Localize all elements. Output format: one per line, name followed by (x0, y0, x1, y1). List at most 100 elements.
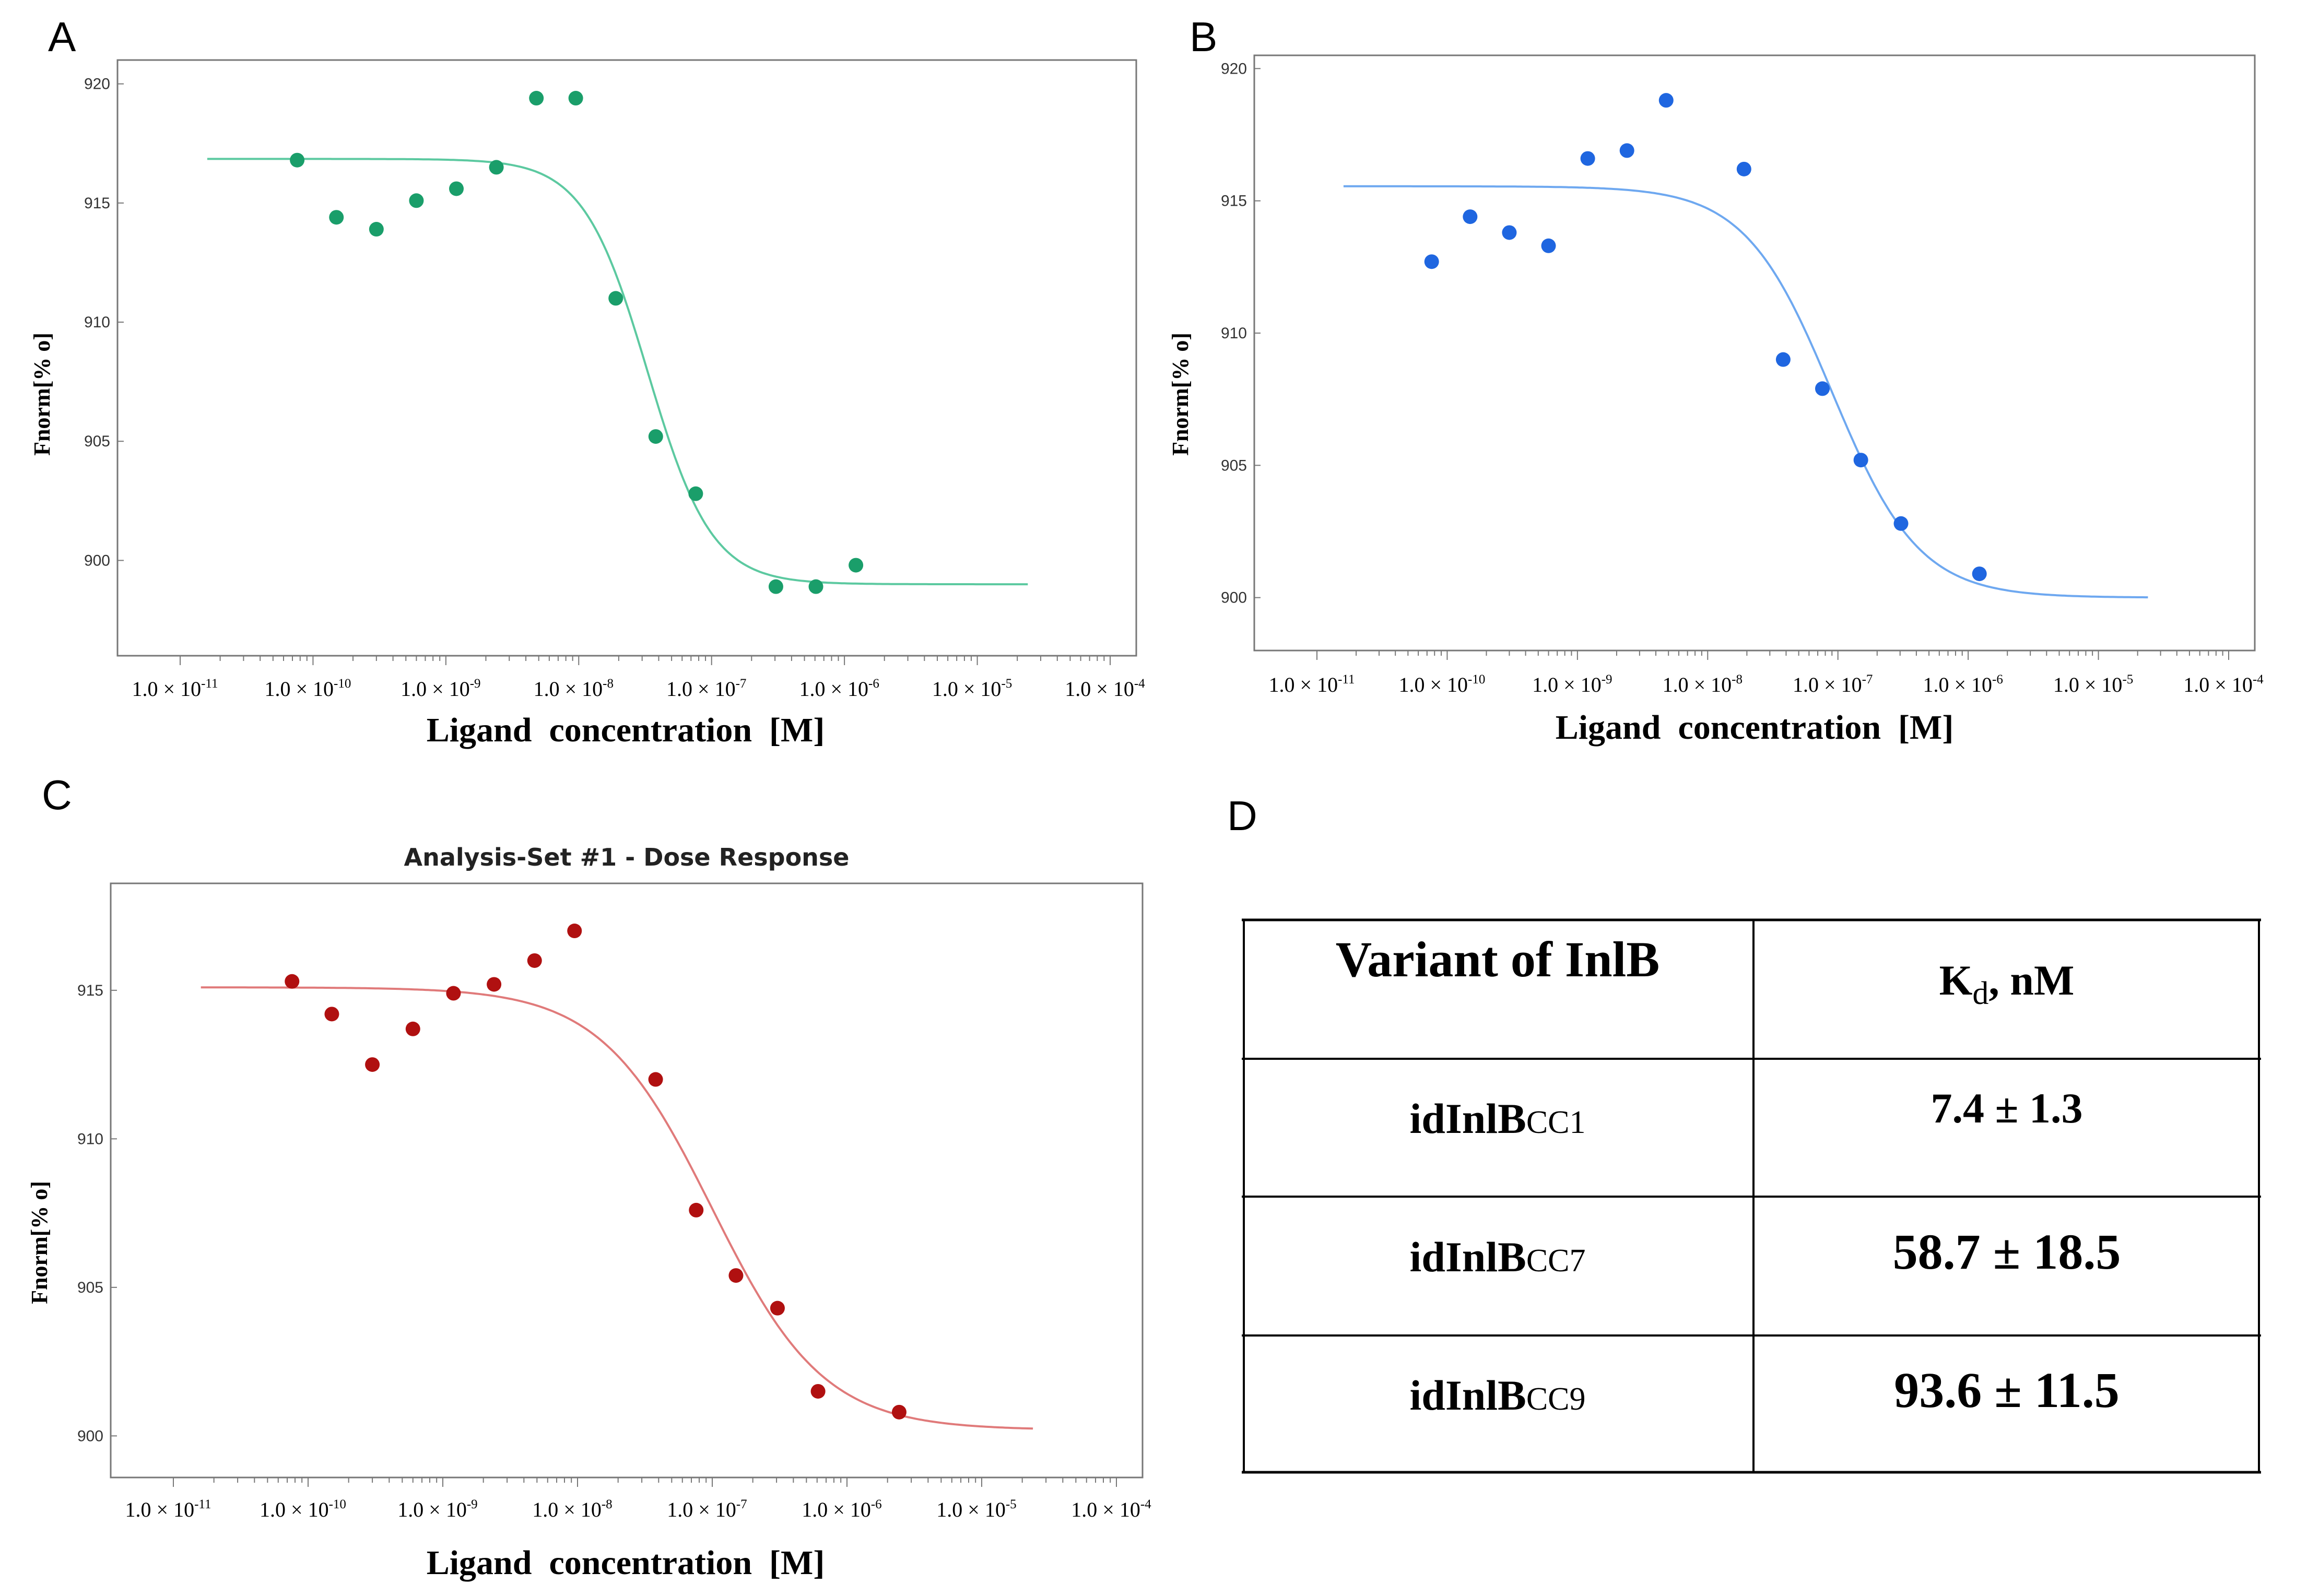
data-point (648, 429, 663, 444)
data-point (1893, 516, 1909, 531)
panel-letter-b: B (1190, 14, 1217, 60)
variant-subscript: CC7 (1526, 1243, 1586, 1279)
data-point (446, 986, 461, 1001)
data-point (489, 160, 504, 175)
x-tick-label: 1.0 × 10-5 (2053, 672, 2133, 696)
chart-panel-c: Analysis-Set #1 - Dose Response 900 905 910… (27, 843, 1151, 1582)
x-tick-label: 1.0 × 10-4 (1065, 677, 1145, 701)
data-point (567, 924, 582, 939)
x-axis-label: Ligand concentration [M] (1556, 708, 1954, 747)
y-axis-label: Fnorm[% o] (29, 333, 55, 456)
x-tick-label: 1.0 × 10-8 (534, 677, 614, 701)
kd-table: Variant of InlB Kd, nM idInlBCC1 7.4 ± 1… (1242, 918, 2261, 1474)
x-tick-label: 1.0 × 10-7 (1793, 672, 1873, 696)
table-row-1-variant: idInlBCC1 (1409, 1095, 1585, 1142)
x-tick-label: 1.0 × 10-10 (1398, 672, 1485, 696)
x-tick-label: 1.0 × 10-5 (932, 677, 1012, 701)
table-row-3-variant: idInlBCC9 (1409, 1372, 1585, 1419)
y-tick-label: 900 (77, 1427, 103, 1445)
x-tick-label: 1.0 × 10-8 (532, 1497, 612, 1521)
x-tick-label: 1.0 × 10-11 (132, 677, 218, 701)
data-point (728, 1268, 744, 1283)
data-point (1972, 566, 1987, 582)
data-point (1424, 254, 1439, 269)
plot-frame (1253, 54, 2256, 652)
chart-panel-b: 900 905 910 915 920 1.0 × 10-11 1.0 × 10-10 1.0… (1168, 54, 2264, 747)
data-point (1541, 238, 1556, 253)
x-tick-label: 1.0 × 10-8 (1663, 672, 1743, 696)
table-row-2-variant: idInlBCC7 (1409, 1233, 1585, 1281)
data-point (405, 1021, 420, 1036)
x-tick-label: 1.0 × 10-11 (1269, 672, 1355, 696)
y-tick-label: 915 (84, 195, 110, 212)
data-point (409, 193, 424, 208)
y-axis-label: Fnorm[% o] (1168, 333, 1193, 456)
y-tick-label: 920 (1221, 60, 1247, 77)
column-header-variant: Variant of InlB (1336, 931, 1660, 987)
fit-curve (1343, 185, 2148, 599)
kd-header-base: K (1939, 956, 1973, 1004)
x-tick-label: 1.0 × 10-9 (401, 677, 480, 701)
data-point (365, 1057, 380, 1072)
variant-name: idInlB (1409, 1372, 1526, 1419)
x-axis-label: Ligand concentration [M] (427, 711, 825, 749)
variant-subscript: CC1 (1526, 1105, 1586, 1140)
x-tick-label: 1.0 × 10-9 (1532, 672, 1612, 696)
y-tick-label: 915 (77, 982, 103, 999)
y-tick-label: 910 (84, 314, 110, 331)
y-tick-label: 900 (84, 552, 110, 569)
table-row-3-kd: 93.6 ± 11.5 (1894, 1362, 2119, 1418)
data-point (689, 1202, 704, 1217)
data-point (369, 222, 384, 237)
data-point (329, 210, 344, 225)
data-point (648, 1072, 663, 1087)
x-tick-label: 1.0 × 10-6 (1923, 672, 2003, 696)
data-point (487, 977, 502, 992)
x-tick-label: 1.0 × 10-10 (260, 1497, 346, 1521)
kd-header-rest: , nM (1988, 956, 2074, 1004)
panel-letter-d: D (1227, 793, 1257, 839)
data-point (1736, 161, 1751, 176)
data-point (808, 579, 823, 594)
x-tick-label: 1.0 × 10-6 (799, 677, 879, 701)
chart-panel-a: 900 905 910 915 920 1.0 × 10-11 1.0 × 10-10 1.0… (29, 59, 1145, 749)
data-point (849, 558, 864, 573)
x-tick-label: 1.0 × 10-9 (397, 1497, 477, 1521)
x-axis-label: Ligand concentration [M] (427, 1544, 825, 1582)
data-point (527, 953, 542, 968)
y-tick-label: 900 (1221, 589, 1247, 607)
x-tick-label: 1.0 × 10-4 (1071, 1497, 1151, 1521)
data-point (1619, 143, 1634, 158)
data-point (1815, 381, 1830, 396)
plot-frame (110, 882, 1144, 1479)
x-tick-label: 1.0 × 10-7 (667, 1497, 747, 1521)
data-point (290, 152, 305, 168)
plot-frame (116, 59, 1137, 657)
table-grid (1242, 918, 2261, 1474)
column-header-kd: Kd, nM (1939, 956, 2075, 1011)
y-tick-label: 920 (84, 76, 110, 93)
panel-letter-a: A (48, 14, 76, 60)
y-tick-label: 910 (77, 1130, 103, 1148)
chart-title: Analysis-Set #1 - Dose Response (404, 843, 850, 871)
fit-curve (201, 986, 1033, 1430)
y-tick-label: 905 (1221, 457, 1247, 474)
data-point (1502, 225, 1517, 240)
x-tick-label: 1.0 × 10-4 (2183, 672, 2264, 696)
data-point (324, 1007, 339, 1022)
x-tick-label: 1.0 × 10-6 (802, 1497, 881, 1521)
data-point (1658, 93, 1674, 108)
data-point (1853, 453, 1868, 468)
variant-name: idInlB (1409, 1095, 1526, 1142)
variant-name: idInlB (1409, 1233, 1526, 1281)
x-tick-label: 1.0 × 10-11 (125, 1497, 211, 1521)
kd-header-sub: d (1972, 976, 1988, 1011)
table-row-2-kd: 58.7 ± 18.5 (1893, 1224, 2121, 1280)
data-point (285, 974, 300, 989)
table-row-1-kd: 7.4 ± 1.3 (1930, 1084, 2082, 1132)
data-point (810, 1384, 826, 1399)
data-point (568, 91, 583, 106)
data-point (1580, 151, 1595, 166)
data-point (688, 486, 703, 501)
